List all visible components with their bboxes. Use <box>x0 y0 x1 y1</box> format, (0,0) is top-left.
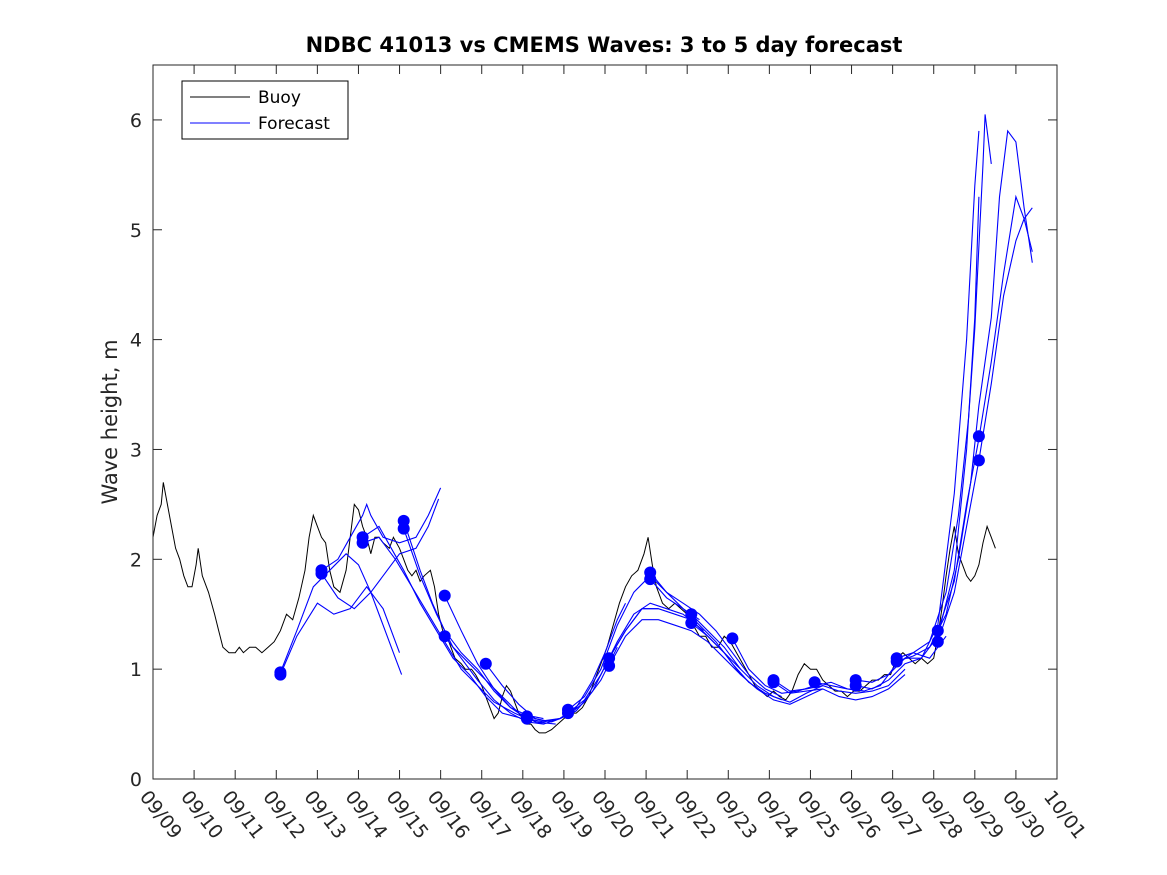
forecast-series-line-23 <box>773 668 906 694</box>
forecast-marker-9 <box>438 589 451 602</box>
forecast-series-line-21 <box>690 622 824 705</box>
forecast-series-line-14 <box>567 575 700 711</box>
forecast-series-line-12 <box>526 602 626 722</box>
forecast-marker-25 <box>808 676 821 689</box>
y-tick-label-6: 6 <box>130 110 142 132</box>
forecast-series-line-15 <box>567 602 704 714</box>
forecast-marker-30 <box>931 624 944 637</box>
forecast-marker-8 <box>397 522 410 535</box>
forecast-marker-31 <box>931 635 944 648</box>
legend-box <box>181 80 349 140</box>
forecast-series-line-18 <box>649 572 782 698</box>
forecast-marker-11 <box>479 657 492 670</box>
forecast-marker-32 <box>972 430 985 443</box>
legend: Buoy Forecast <box>181 80 349 140</box>
forecast-marker-29 <box>890 655 903 668</box>
forecast-series-line-20 <box>690 613 824 703</box>
forecast-series-line-7 <box>403 520 544 720</box>
forecast-series-line-17 <box>608 619 741 675</box>
y-axis-label: Wave height, m <box>98 339 122 504</box>
forecast-marker-33 <box>972 454 985 467</box>
forecast-marker-20 <box>685 608 698 621</box>
forecast-marker-27 <box>849 679 862 692</box>
forecast-series-line-29 <box>896 129 1033 663</box>
forecast-marker-4 <box>315 564 328 577</box>
forecast-marker-24 <box>767 676 780 689</box>
y-tick-label-0: 0 <box>130 769 142 791</box>
y-tick-label-5: 5 <box>130 220 142 242</box>
forecast-series-line-25 <box>814 635 947 692</box>
forecast-series-line-28 <box>896 114 992 659</box>
forecast-series-line-30 <box>937 194 1033 631</box>
forecast-series-line-31 <box>937 207 1033 642</box>
forecast-marker-21 <box>685 617 698 629</box>
forecast-series-line-1 <box>279 553 403 675</box>
legend-forecast-label: Forecast <box>258 114 330 134</box>
forecast-series-line-2 <box>279 585 401 675</box>
forecast-marker-17 <box>603 659 616 672</box>
y-tick-label-2: 2 <box>130 549 142 571</box>
forecast-marker-10 <box>438 630 451 643</box>
legend-buoy-label: Buoy <box>258 88 301 108</box>
forecast-marker-19 <box>644 573 657 586</box>
y-tick-label-1: 1 <box>130 659 142 681</box>
forecast-marker-15 <box>562 707 574 720</box>
forecast-series-line-22 <box>731 638 864 694</box>
forecast-marker-6 <box>356 536 369 549</box>
forecast-series-line-19 <box>649 578 782 701</box>
forecast-marker-2 <box>274 668 287 681</box>
forecast-series-line-24 <box>773 674 906 701</box>
forecast-series-line-3 <box>321 498 440 610</box>
forecast-series-line-5 <box>362 525 523 720</box>
chart-title: NDBC 41013 vs CMEMS Waves: 3 to 5 day fo… <box>306 33 903 57</box>
y-tick-label-3: 3 <box>130 439 142 461</box>
forecast-marker-13 <box>520 712 533 725</box>
forecast-marker-22 <box>726 632 739 645</box>
y-tick-label-4: 4 <box>130 330 142 352</box>
forecast-series-line-4 <box>321 487 442 571</box>
